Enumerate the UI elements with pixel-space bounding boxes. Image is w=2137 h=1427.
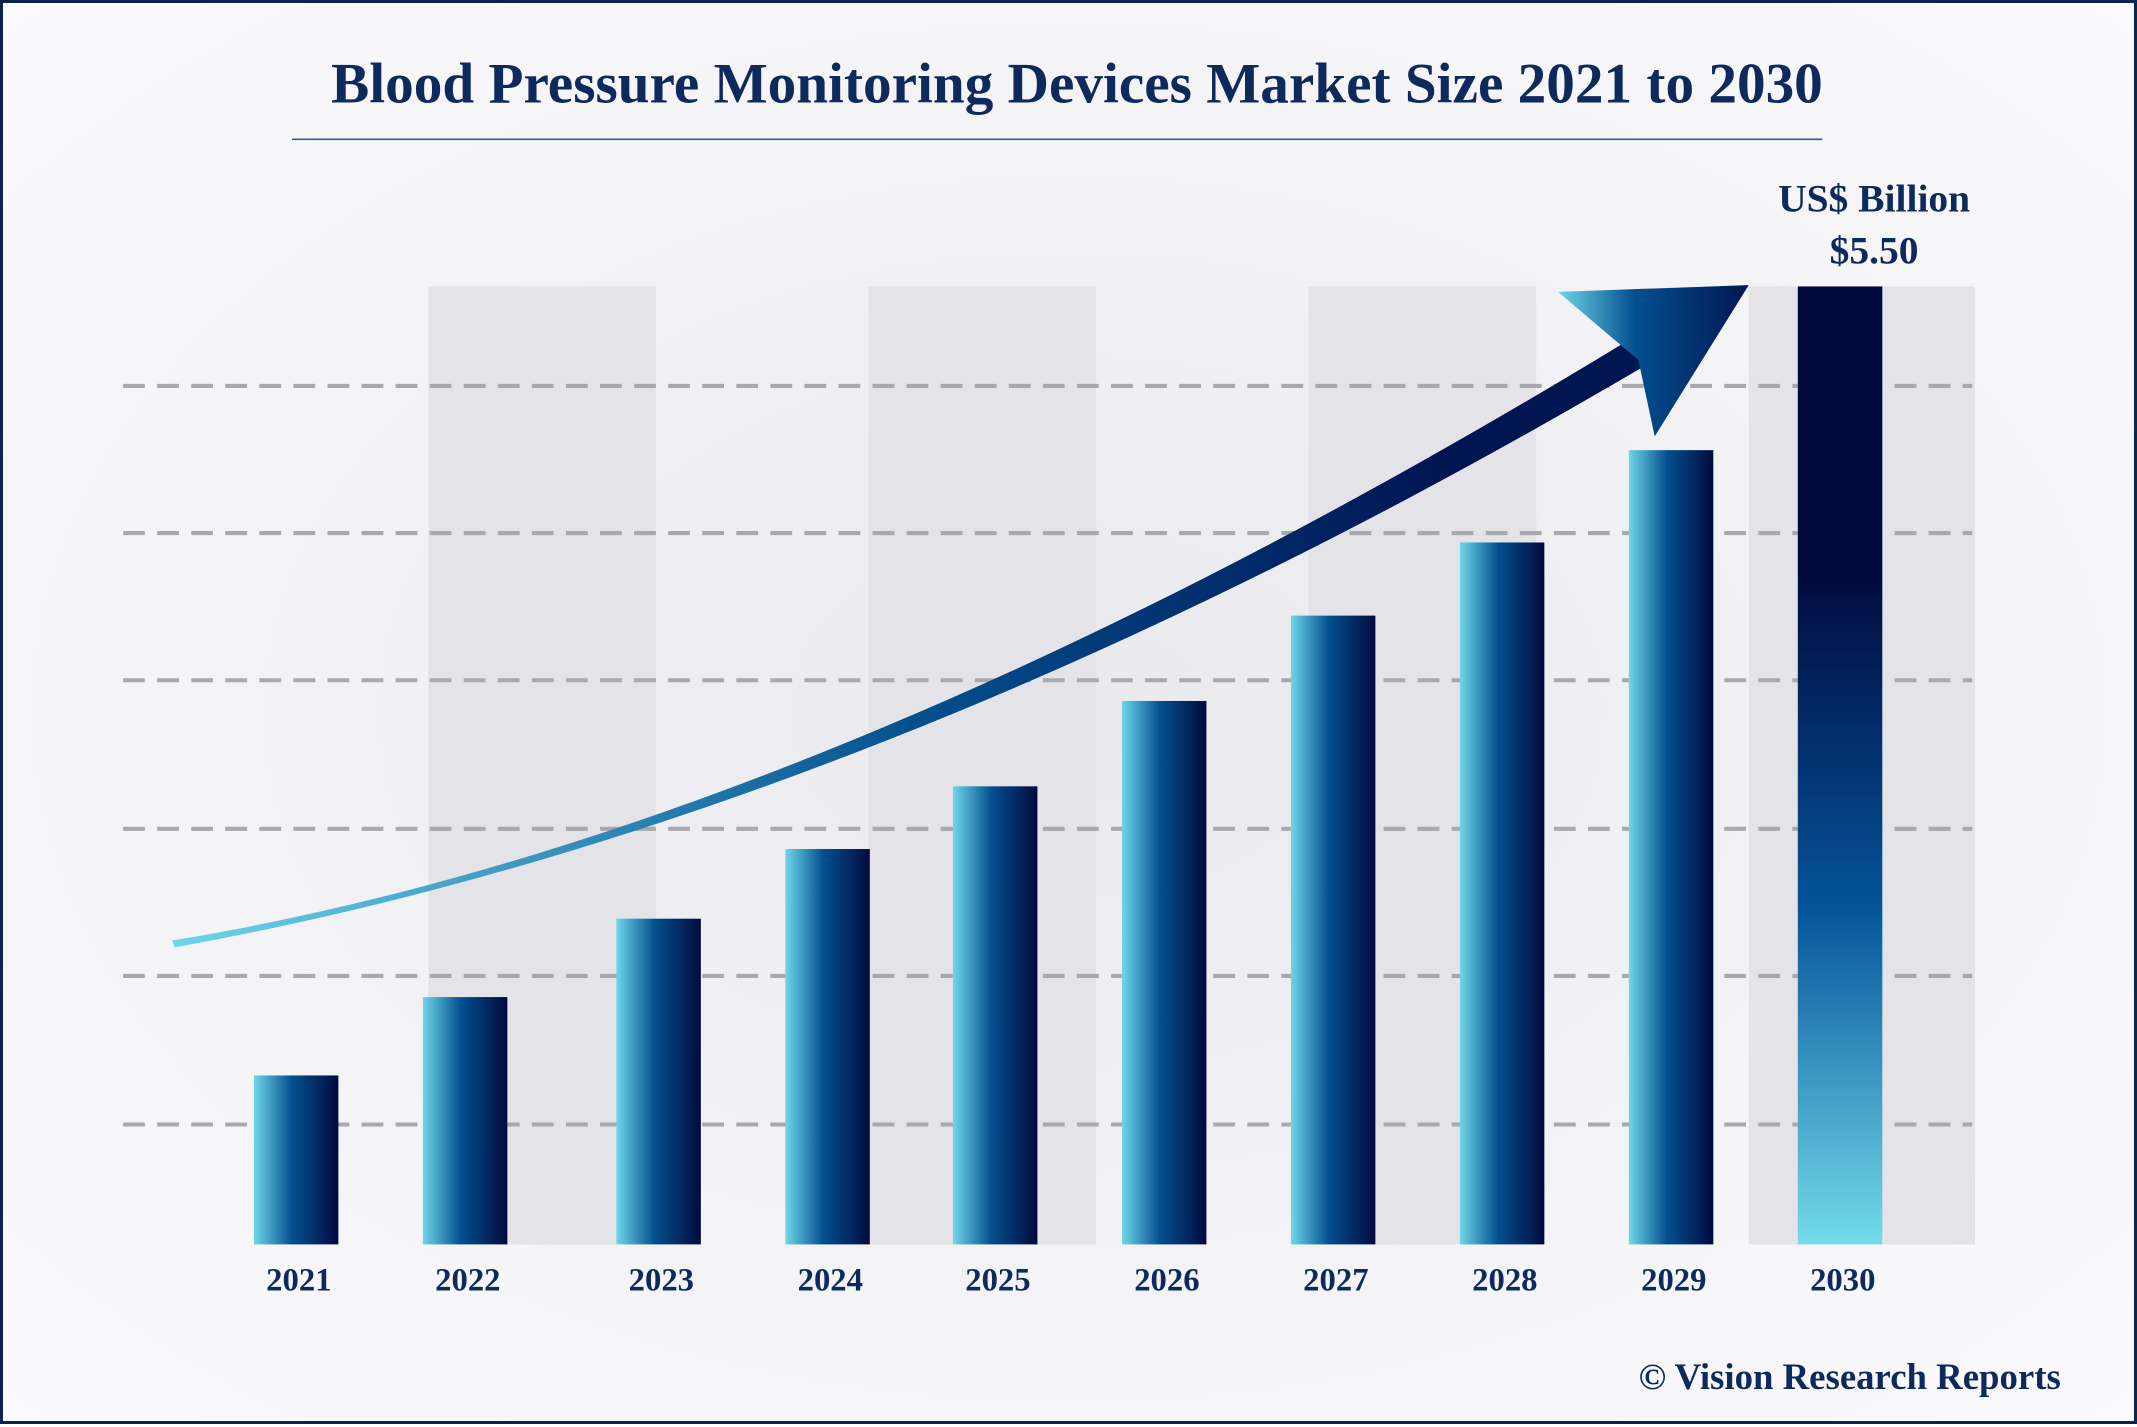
bar-2026	[1121, 700, 1207, 1245]
x-tick-label: 2026	[1134, 1263, 1199, 1299]
x-tick-label: 2023	[629, 1263, 694, 1299]
x-tick-label: 2022	[435, 1263, 500, 1299]
x-tick-label: 2027	[1303, 1263, 1368, 1299]
bar-2023	[616, 918, 701, 1245]
trend-arrow-head	[1557, 285, 1749, 437]
bar-2028	[1459, 542, 1545, 1245]
unit-label: US$ Billion	[1778, 176, 1970, 220]
bar-2021	[253, 1075, 339, 1245]
bar-2024	[785, 849, 870, 1245]
x-tick-label: 2029	[1641, 1263, 1706, 1299]
x-tick-label: 2021	[266, 1263, 331, 1299]
x-tick-label: 2028	[1472, 1263, 1537, 1299]
x-tick-label: 2025	[965, 1263, 1030, 1299]
x-tick-label: 2030	[1810, 1263, 1875, 1299]
x-tick-label: 2024	[798, 1263, 863, 1299]
highlight-value-label: $5.50	[1830, 228, 1919, 272]
bar-2030	[1797, 286, 1883, 1245]
bar-2029	[1628, 450, 1714, 1245]
chart: Blood Pressure Monitoring Devices Market…	[123, 52, 2061, 1397]
bar-2022	[422, 997, 508, 1245]
copyright-footer: © Vision Research Reports	[1639, 1356, 2061, 1397]
trend-arrow	[172, 285, 1749, 948]
bar-2027	[1290, 615, 1376, 1245]
chart-title: Blood Pressure Monitoring Devices Market…	[331, 52, 1823, 115]
bar-2025	[952, 786, 1038, 1245]
